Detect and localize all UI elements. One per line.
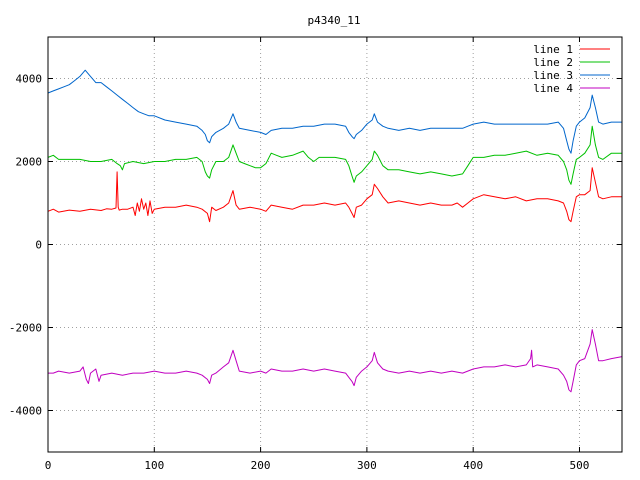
x-tick-label: 200: [251, 459, 271, 472]
axes: 0 100 200 300 400 500 -4000 -2000 0 2000 4000: [9, 36, 623, 472]
grid-lines: [48, 37, 622, 452]
series-line-2: [47, 125, 622, 185]
series-line-4: [48, 329, 623, 393]
chart-title: p4340_11: [308, 14, 361, 27]
legend-label: line 4: [533, 82, 573, 95]
plot-frame: [47, 36, 623, 453]
y-tick-label: 0: [35, 239, 42, 252]
series-lines: [47, 69, 623, 393]
y-tick-label: 2000: [16, 156, 43, 169]
legend-label: line 2: [533, 56, 573, 69]
series-line-3: [47, 69, 622, 154]
y-tick-label: -4000: [9, 405, 42, 418]
legend-label: line 3: [533, 69, 573, 82]
y-tick-label: -2000: [9, 322, 42, 335]
legend-label: line 1: [533, 43, 573, 56]
series-line-1: [47, 167, 622, 223]
x-tick-label: 100: [144, 459, 164, 472]
x-tick-label: 400: [463, 459, 483, 472]
y-tick-label: 4000: [16, 73, 43, 86]
x-tick-label: 500: [570, 459, 590, 472]
x-tick-label: 0: [45, 459, 52, 472]
x-tick-label: 300: [357, 459, 377, 472]
